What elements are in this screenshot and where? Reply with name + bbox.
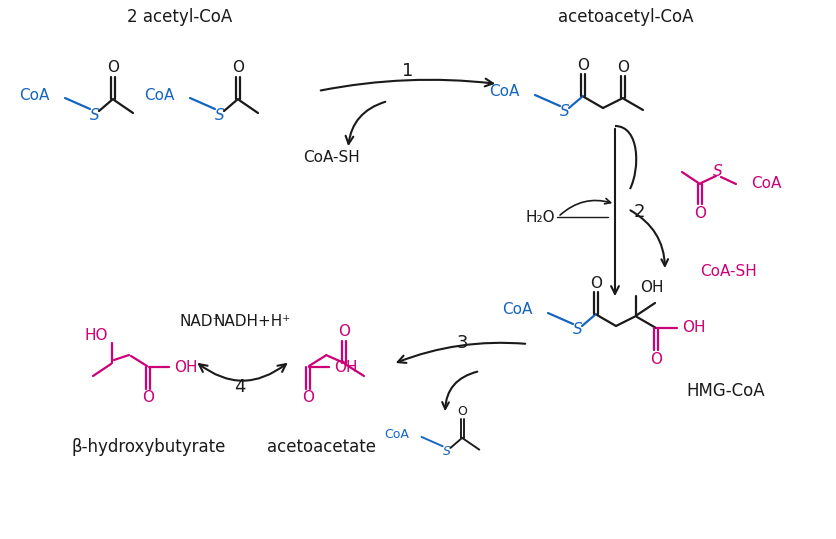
Text: O: O — [338, 324, 349, 340]
Text: CoA: CoA — [19, 87, 50, 102]
Text: 2: 2 — [633, 203, 645, 221]
Text: acetoacetyl-CoA: acetoacetyl-CoA — [558, 8, 693, 26]
Text: 1: 1 — [402, 62, 413, 80]
Text: CoA-SH: CoA-SH — [303, 149, 360, 164]
Text: 3: 3 — [456, 334, 467, 352]
Text: S: S — [712, 164, 722, 179]
Text: S: S — [215, 107, 225, 122]
Text: CoA: CoA — [145, 87, 175, 102]
Text: OH: OH — [334, 360, 357, 375]
Text: O: O — [650, 351, 661, 367]
Text: O: O — [302, 390, 314, 405]
Text: CoA: CoA — [489, 85, 519, 100]
Text: CoA-SH: CoA-SH — [699, 264, 756, 279]
Text: CoA: CoA — [384, 428, 408, 441]
Text: H₂O: H₂O — [525, 210, 554, 225]
Text: OH: OH — [681, 321, 705, 335]
Text: OH: OH — [174, 360, 197, 375]
Text: HMG-CoA: HMG-CoA — [686, 382, 764, 400]
Text: O: O — [589, 275, 601, 291]
Text: O: O — [616, 59, 628, 74]
Text: CoA: CoA — [502, 302, 533, 317]
Text: O: O — [693, 205, 705, 220]
Text: 2 acetyl-CoA: 2 acetyl-CoA — [127, 8, 232, 26]
Text: 4: 4 — [234, 378, 246, 396]
Text: NADH+H⁺: NADH+H⁺ — [213, 314, 290, 329]
Text: acetoacetate: acetoacetate — [268, 438, 376, 456]
Text: O: O — [142, 390, 154, 405]
Text: S: S — [573, 322, 582, 337]
Text: O: O — [107, 60, 119, 75]
Text: HO: HO — [84, 328, 108, 342]
Text: O: O — [456, 405, 466, 418]
Text: S: S — [559, 105, 569, 120]
Text: CoA: CoA — [750, 176, 781, 190]
Text: OH: OH — [640, 280, 663, 295]
Text: O: O — [576, 58, 589, 73]
Text: S: S — [90, 107, 99, 122]
Text: O: O — [232, 60, 244, 75]
Text: S: S — [442, 445, 451, 458]
Text: β-hydroxybutyrate: β-hydroxybutyrate — [72, 438, 226, 456]
Text: NAD⁺: NAD⁺ — [179, 314, 221, 329]
